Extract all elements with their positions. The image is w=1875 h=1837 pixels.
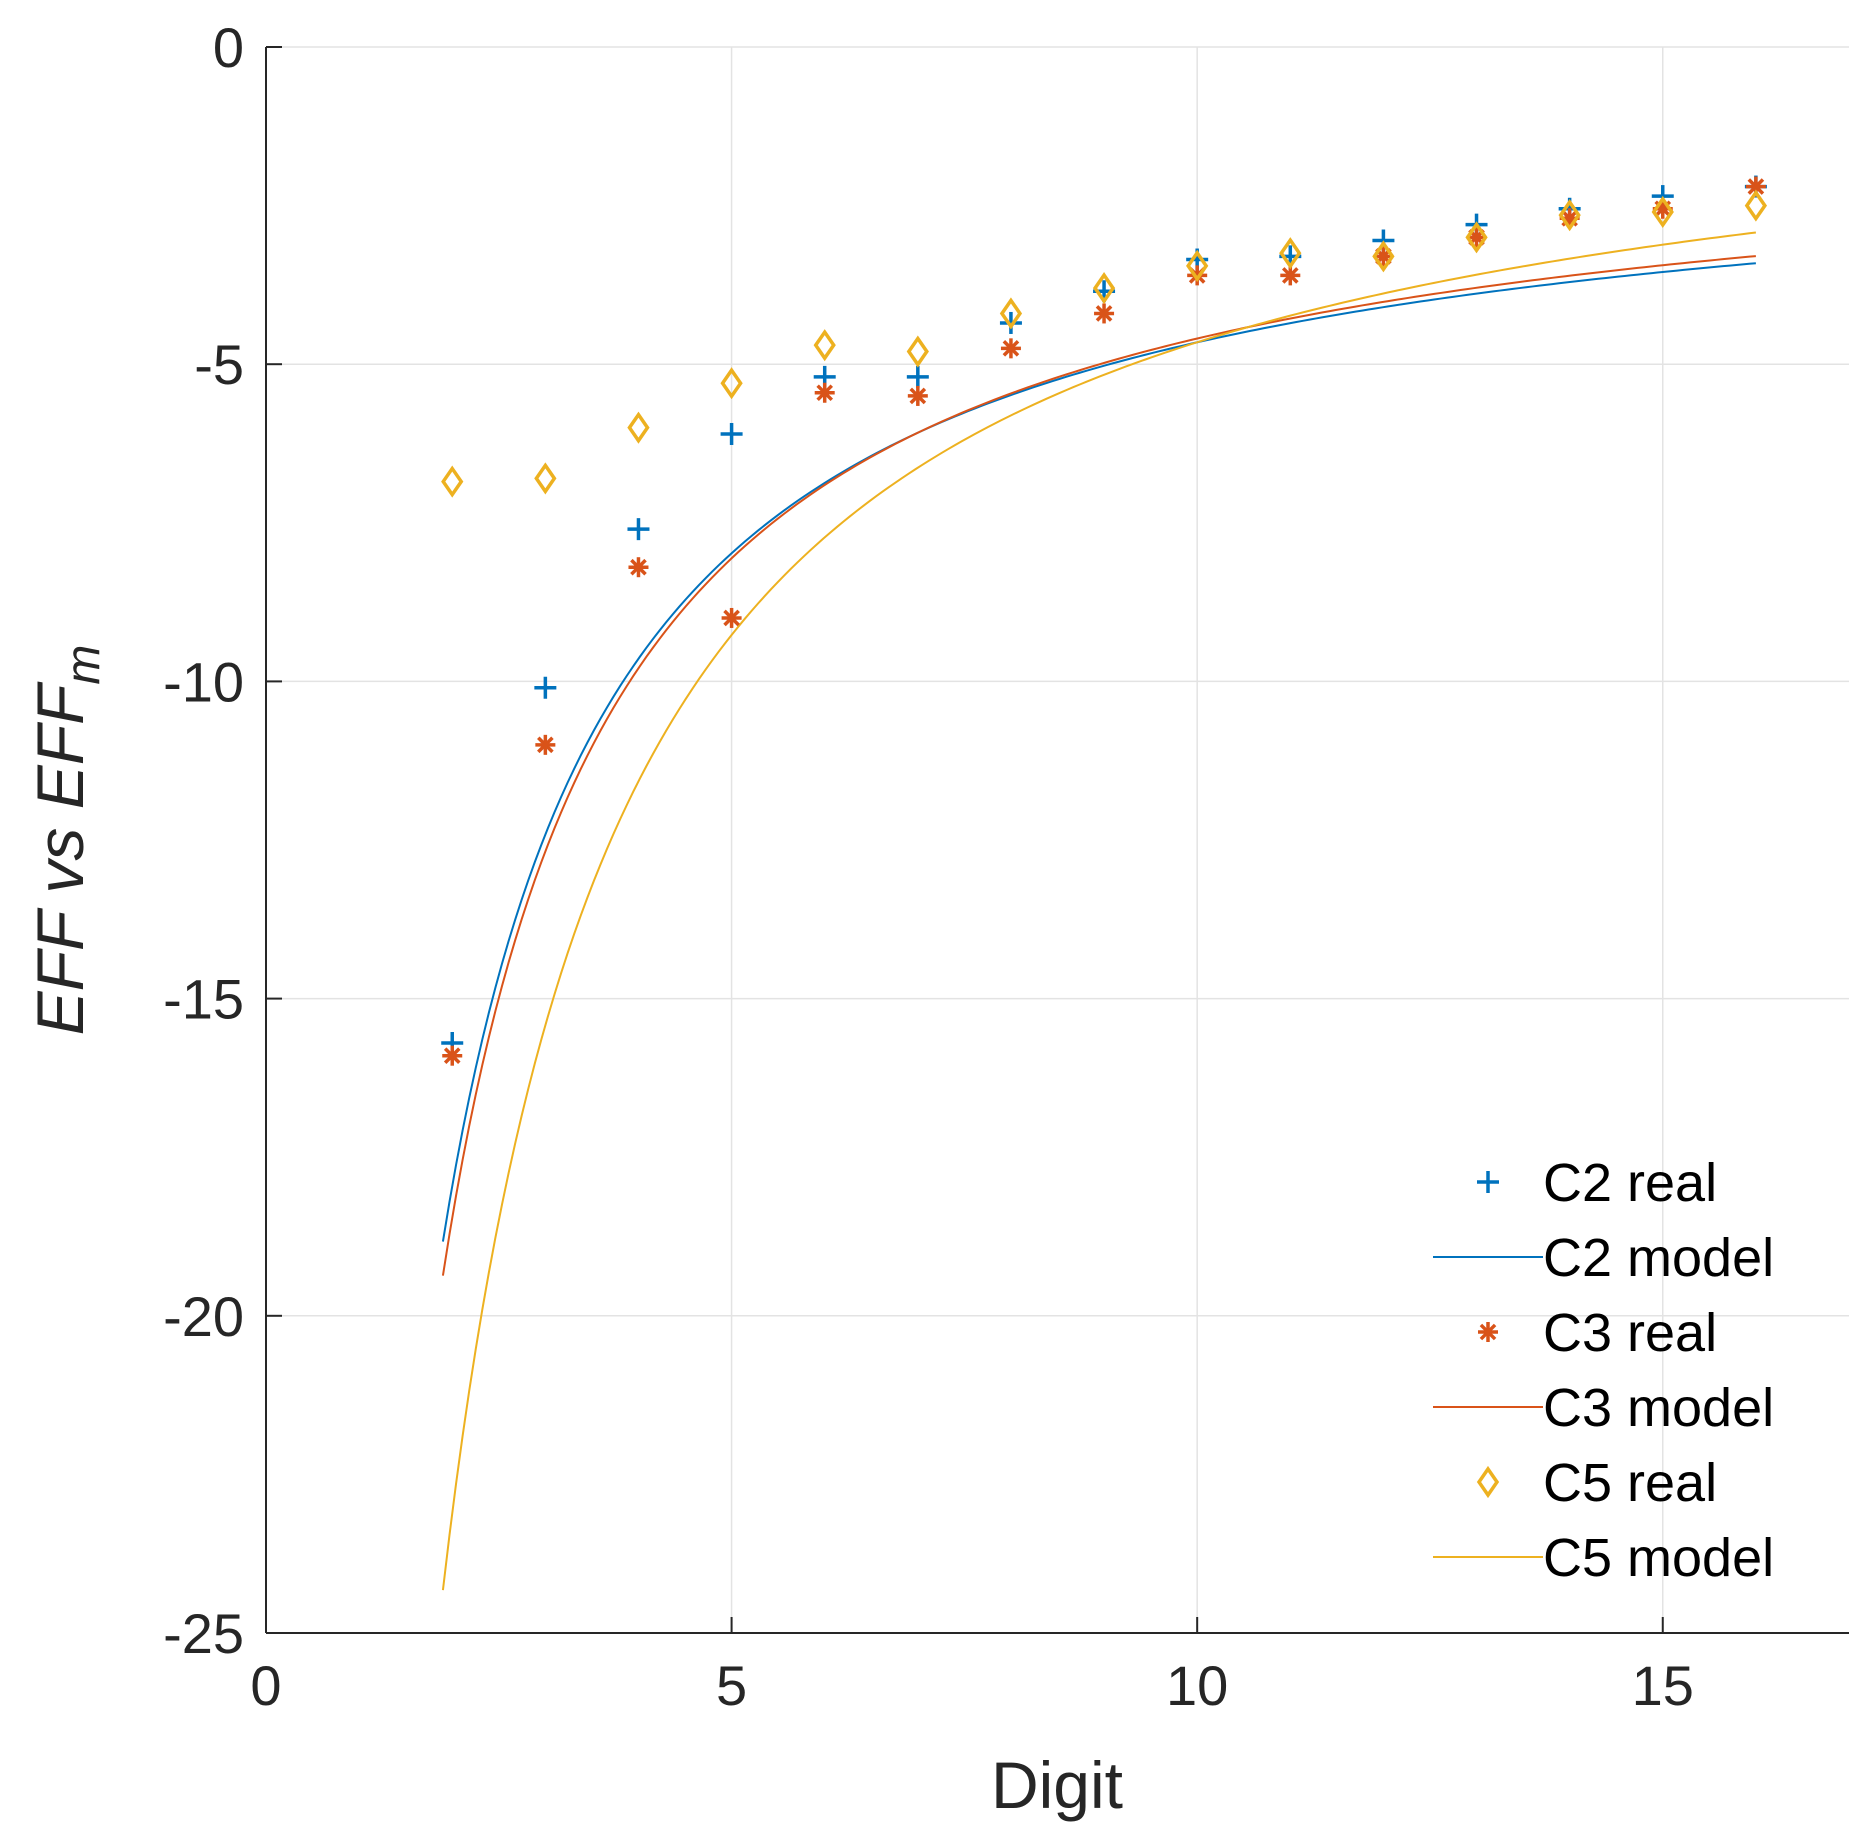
data-point-c5-real bbox=[906, 335, 929, 368]
data-point-c5-real bbox=[720, 367, 743, 400]
x-tick-label: 15 bbox=[1632, 1654, 1694, 1717]
y-axis-title-subscript: m bbox=[57, 645, 110, 685]
y-axis-title-main: EFF vs EFF bbox=[23, 681, 97, 1035]
marker-stroke bbox=[813, 329, 836, 362]
data-point-c2-real bbox=[720, 422, 743, 445]
marker-stroke bbox=[1651, 195, 1674, 229]
y-axis-title: EFF vs EFFm bbox=[23, 645, 110, 1036]
y-tick-label: 0 bbox=[213, 16, 244, 79]
legend-label: C2 real bbox=[1543, 1153, 1717, 1213]
legend-swatch bbox=[1476, 1465, 1500, 1499]
data-point-c2-real bbox=[906, 365, 929, 388]
data-point-c5-real bbox=[999, 297, 1023, 330]
marker-stroke bbox=[906, 335, 929, 368]
model-curves bbox=[441, 231, 1757, 1591]
legend-label: C3 real bbox=[1543, 1303, 1717, 1363]
marker-stroke bbox=[1465, 221, 1488, 254]
marker-stroke bbox=[1279, 237, 1302, 270]
series-line-c5-model bbox=[441, 231, 1757, 1591]
data-point-c3-real bbox=[721, 607, 742, 628]
axes bbox=[265, 46, 1849, 1634]
y-tick-label: -20 bbox=[163, 1285, 244, 1348]
data-point-c2-real bbox=[627, 518, 650, 541]
marker-stroke bbox=[441, 465, 464, 498]
marker-stroke bbox=[537, 736, 554, 754]
marker-stroke bbox=[1372, 240, 1395, 273]
data-point-c5-real bbox=[441, 465, 464, 498]
data-point-c3-real bbox=[442, 1045, 463, 1066]
data-point-c5-real bbox=[1186, 249, 1209, 282]
marker-stroke bbox=[1744, 189, 1768, 222]
marker-stroke bbox=[1479, 1323, 1497, 1341]
marker-stroke bbox=[1186, 249, 1209, 282]
marker-stroke bbox=[443, 1047, 461, 1065]
marker-stroke bbox=[1281, 267, 1299, 284]
legend-label: C2 model bbox=[1543, 1228, 1774, 1288]
marker-stroke bbox=[1095, 305, 1113, 322]
data-point-c3-real bbox=[535, 734, 556, 755]
data-point-c5-real bbox=[1279, 237, 1302, 270]
y-tick-label: -5 bbox=[194, 333, 244, 396]
data-point-c3-real bbox=[907, 385, 928, 406]
data-point-c3-real bbox=[1000, 338, 1021, 359]
data-point-c3-real bbox=[814, 382, 835, 403]
data-point-c5-real bbox=[534, 462, 557, 495]
marker-stroke bbox=[1476, 1465, 1500, 1499]
marker-stroke bbox=[1558, 199, 1581, 232]
y-tick-label: -15 bbox=[163, 968, 244, 1031]
data-point-c5-real bbox=[1372, 240, 1395, 273]
marker-stroke bbox=[999, 297, 1023, 330]
marker-stroke bbox=[627, 411, 650, 444]
legend-label: C5 real bbox=[1543, 1453, 1717, 1513]
plot-background bbox=[266, 47, 1849, 1633]
marker-stroke bbox=[1092, 271, 1116, 305]
data-point-c5-real bbox=[813, 329, 836, 362]
x-tick-label: 0 bbox=[250, 1654, 281, 1717]
marker-stroke bbox=[1747, 178, 1765, 195]
tick-labels: 0 5 10 15 0 -5 -10 -15 -20 -25 bbox=[163, 16, 1694, 1717]
data-markers bbox=[441, 175, 1768, 1066]
data-point-c5-real bbox=[1558, 199, 1581, 232]
data-point-c5-real bbox=[1744, 189, 1768, 222]
data-point-c5-real bbox=[1651, 195, 1674, 229]
legend: C2 real C2 model C3 real C3 model C5 real C5 … bbox=[1433, 1153, 1774, 1588]
data-point-c5-real bbox=[627, 411, 650, 444]
data-point-c2-real bbox=[999, 311, 1022, 334]
series-line-c2-model bbox=[441, 262, 1756, 1242]
marker-stroke bbox=[534, 462, 557, 495]
legend-swatch bbox=[1477, 1171, 1499, 1193]
marker-stroke bbox=[1002, 340, 1020, 357]
marker-stroke bbox=[723, 609, 740, 627]
marker-stroke bbox=[816, 384, 834, 402]
data-point-c5-real bbox=[1465, 221, 1488, 254]
data-point-c2-real bbox=[534, 676, 557, 699]
y-tick-label: -10 bbox=[163, 650, 244, 713]
data-point-c3-real bbox=[628, 557, 649, 578]
data-point-c3-real bbox=[1094, 303, 1115, 324]
x-tick-label: 10 bbox=[1166, 1654, 1228, 1717]
marker-stroke bbox=[630, 558, 647, 576]
data-point-c5-real bbox=[1092, 271, 1116, 305]
y-tick-label: -25 bbox=[163, 1602, 244, 1665]
legend-swatch bbox=[1478, 1322, 1498, 1342]
series-line-c3-model bbox=[441, 255, 1756, 1276]
marker-stroke bbox=[720, 367, 743, 400]
x-tick-label: 5 bbox=[716, 1654, 747, 1717]
marker-stroke bbox=[909, 387, 927, 405]
legend-label: C3 model bbox=[1543, 1378, 1774, 1438]
legend-label: C5 model bbox=[1543, 1528, 1774, 1588]
x-axis-title: Digit bbox=[991, 1748, 1123, 1822]
